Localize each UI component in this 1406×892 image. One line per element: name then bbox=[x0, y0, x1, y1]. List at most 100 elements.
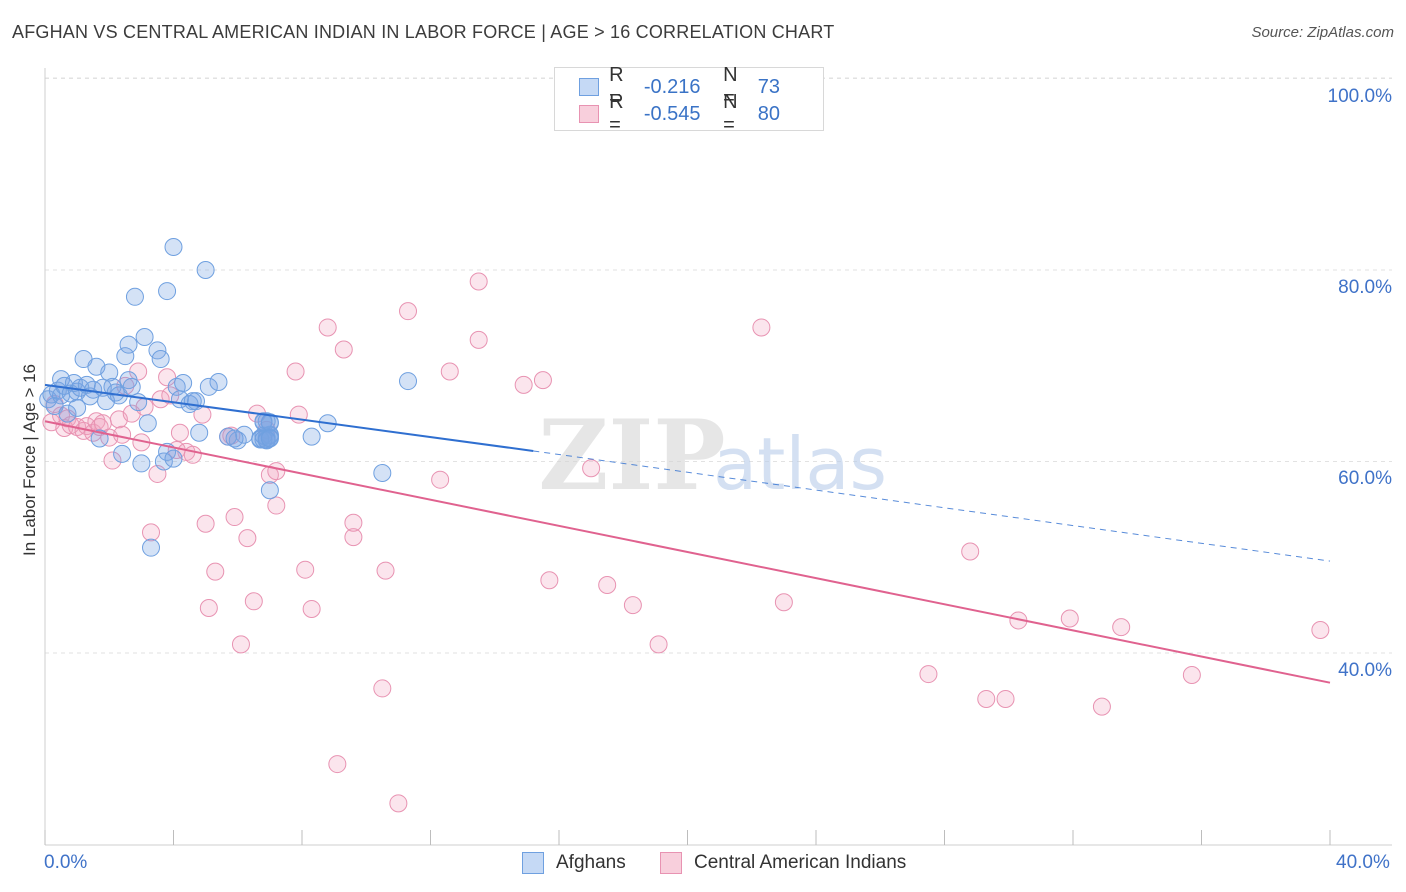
afghans-point bbox=[125, 287, 144, 306]
central-american-indians-point bbox=[1092, 697, 1111, 716]
afghans-point bbox=[260, 429, 279, 448]
n-value: 73 bbox=[757, 75, 781, 98]
afghans-point bbox=[260, 481, 279, 500]
afghans-point bbox=[174, 373, 193, 392]
central-american-indians-point bbox=[752, 318, 771, 337]
series-central-american-indians-points bbox=[42, 272, 1330, 813]
central-american-indians-point bbox=[286, 362, 305, 381]
central-american-indians-swatch bbox=[579, 105, 600, 123]
central-american-indians-point bbox=[238, 529, 257, 548]
central-american-indians-point bbox=[540, 571, 559, 590]
central-american-indians-point bbox=[328, 755, 347, 774]
central-american-indians-point bbox=[1112, 618, 1131, 637]
stats-row-afghans: R = -0.216 N = 73 bbox=[579, 64, 823, 109]
stats-legend: R = -0.216 N = 73 R = -0.545 N = 80 bbox=[554, 64, 824, 136]
central-american-indians-point bbox=[296, 560, 315, 579]
afghans-point bbox=[58, 404, 77, 423]
central-american-indians-point bbox=[1060, 609, 1079, 628]
afghans-point bbox=[113, 444, 132, 463]
central-american-indians-point bbox=[996, 689, 1015, 708]
central-american-indians-point bbox=[267, 462, 286, 481]
legend-label-afghans: Afghans bbox=[556, 852, 626, 873]
afghans-point bbox=[164, 449, 183, 468]
central-american-indians-point bbox=[598, 576, 617, 595]
central-american-indians-point bbox=[649, 635, 668, 654]
afghans-point bbox=[190, 423, 209, 442]
legend-item-afghans: Afghans bbox=[522, 852, 626, 874]
afghans-point bbox=[260, 413, 279, 432]
afghans-point bbox=[373, 463, 392, 482]
central-american-indians-point bbox=[231, 635, 250, 654]
central-american-indians-point bbox=[87, 412, 106, 431]
afghans-point bbox=[122, 377, 141, 396]
central-american-indians-point bbox=[170, 423, 189, 442]
afghans-swatch bbox=[579, 78, 600, 96]
x-tick-min: 0.0% bbox=[44, 852, 88, 873]
afghans-point bbox=[119, 335, 138, 354]
series-legend: Afghans Central American Indians bbox=[0, 852, 1406, 878]
afghans-trend-extension bbox=[533, 450, 1331, 562]
central-american-indians-point bbox=[1182, 666, 1201, 685]
n-label: N = bbox=[723, 64, 738, 109]
central-american-indians-point bbox=[431, 470, 450, 489]
central-american-indians-point bbox=[267, 496, 286, 515]
afghans-point bbox=[225, 429, 244, 448]
afghans-point bbox=[219, 427, 238, 446]
afghans-point bbox=[135, 328, 154, 347]
afghans-point bbox=[158, 282, 177, 301]
central-american-indians-point bbox=[623, 596, 642, 615]
central-american-indians-point bbox=[244, 592, 263, 611]
central-american-indians-point bbox=[961, 542, 980, 561]
central-american-indians-point bbox=[582, 459, 601, 478]
afghans-point bbox=[196, 261, 215, 279]
x-tick-max: 40.0% bbox=[1336, 852, 1390, 873]
y-tick-40: 40.0% bbox=[1338, 660, 1392, 681]
watermark-atlas: atlas bbox=[713, 422, 887, 506]
n-value: 80 bbox=[757, 102, 781, 125]
central-american-indians-point bbox=[469, 330, 488, 349]
afghans-point bbox=[199, 377, 218, 396]
central-american-indians-legend-swatch bbox=[660, 852, 682, 874]
afghans-point bbox=[68, 398, 87, 417]
central-american-indians-point bbox=[376, 561, 395, 580]
grid-lines bbox=[45, 77, 1392, 654]
afghans-point bbox=[164, 238, 183, 257]
central-american-indians-point bbox=[373, 679, 392, 698]
chart-title: AFGHAN VS CENTRAL AMERICAN INDIAN IN LAB… bbox=[12, 22, 835, 42]
afghans-trend-line bbox=[44, 383, 534, 452]
central-american-indians-point bbox=[440, 362, 459, 381]
central-american-indians-point bbox=[116, 376, 135, 395]
y-tick-80: 80.0% bbox=[1338, 277, 1392, 298]
central-american-indians-point bbox=[774, 593, 793, 612]
central-american-indians-point bbox=[318, 318, 337, 337]
afghans-point bbox=[399, 372, 418, 391]
afghans-point bbox=[209, 373, 228, 392]
legend-label-central-american-indians: Central American Indians bbox=[694, 852, 907, 873]
series-afghans-points bbox=[39, 238, 418, 557]
afghans-point bbox=[151, 350, 170, 369]
central-american-indians-point bbox=[113, 425, 132, 444]
central-american-indians-trend-line bbox=[44, 420, 1331, 684]
afghans-point bbox=[100, 363, 119, 382]
afghans-point bbox=[132, 454, 151, 473]
y-tick-60: 60.0% bbox=[1338, 468, 1392, 489]
axes bbox=[44, 68, 1392, 846]
central-american-indians-point bbox=[514, 375, 533, 394]
n-label: N = bbox=[723, 91, 738, 136]
source-label: Source: ZipAtlas.com bbox=[1251, 24, 1394, 41]
central-american-indians-point bbox=[196, 514, 215, 533]
afghans-legend-swatch bbox=[522, 852, 544, 874]
afghans-point bbox=[302, 427, 321, 446]
r-label: R = bbox=[609, 91, 624, 136]
central-american-indians-point bbox=[344, 513, 363, 532]
stats-row-central-american-indians: R = -0.545 N = 80 bbox=[579, 91, 823, 136]
central-american-indians-point bbox=[389, 794, 408, 813]
central-american-indians-point bbox=[1311, 621, 1330, 640]
trend-lines bbox=[44, 383, 1331, 684]
afghans-point bbox=[142, 538, 161, 557]
legend-item-central-american-indians: Central American Indians bbox=[660, 852, 906, 874]
central-american-indians-point bbox=[334, 340, 353, 359]
r-value: -0.216 bbox=[643, 75, 701, 98]
afghans-point bbox=[183, 392, 202, 411]
afghans-point bbox=[138, 414, 157, 433]
